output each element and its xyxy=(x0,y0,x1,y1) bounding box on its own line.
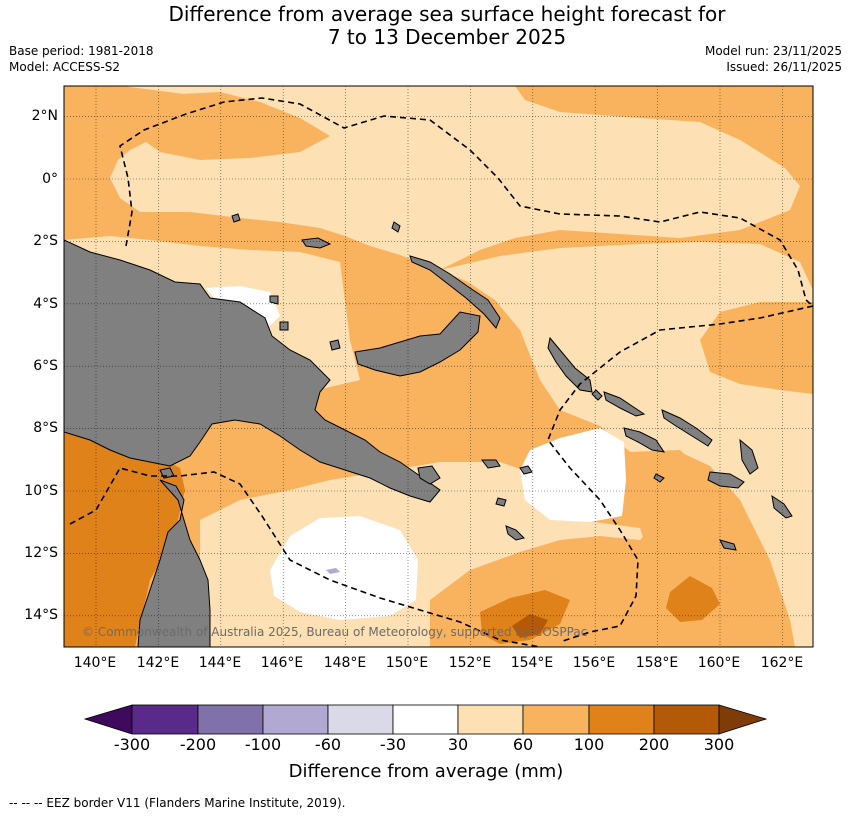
rennell-island xyxy=(653,473,665,483)
eez-border-png-australia xyxy=(69,467,541,647)
colorbar-segment xyxy=(131,704,199,735)
makira-land xyxy=(707,471,745,489)
lon-label: 154°E xyxy=(510,655,554,671)
colorbar-segment xyxy=(457,704,524,735)
colorbar-segment xyxy=(653,704,720,735)
anomaly-100-200-gulf-of-carpentaria xyxy=(64,432,185,647)
colorbar-segment xyxy=(392,704,459,735)
new-britain-land xyxy=(354,311,481,377)
model-name: Model: ACCESS-S2 xyxy=(9,60,121,74)
wuvulu-island xyxy=(231,213,241,223)
lat-label: 12°S xyxy=(24,545,58,561)
lon-label: 156°E xyxy=(572,655,616,671)
colorbar-segment xyxy=(522,704,590,735)
lat-label: 6°S xyxy=(33,358,58,374)
colorbar-tick-label: 200 xyxy=(638,735,670,754)
colorbar-tick-label: 300 xyxy=(703,735,735,754)
karkar-island xyxy=(269,295,279,305)
eez-border-png-fsm xyxy=(119,97,813,307)
colorbar-segment xyxy=(262,704,329,735)
bougainville-land xyxy=(547,336,593,393)
lon-label: 158°E xyxy=(635,655,679,671)
model-run: Model run: 23/11/2025 xyxy=(704,44,842,58)
base-info: Base period: 1981-2018 Model: ACCESS-S2 xyxy=(9,43,154,75)
anomaly-100-200-east-patch xyxy=(666,576,720,622)
trobriand-islands xyxy=(481,459,501,469)
mussau-island xyxy=(391,221,401,233)
lon-label: 140°E xyxy=(73,655,117,671)
map-frame xyxy=(63,85,814,648)
umboi-island xyxy=(329,339,341,351)
title-line-1: Difference from average sea surface heig… xyxy=(168,2,726,26)
colorbar-tick-label: -300 xyxy=(113,735,151,754)
anomaly-60-100-north-blob xyxy=(128,92,330,160)
lat-label: 2°N xyxy=(31,108,58,124)
copyright-notice: © Commonwealth of Australia 2025, Bureau… xyxy=(82,625,588,639)
colorbar-extend-min xyxy=(83,704,133,735)
santa-cruz-islands xyxy=(719,539,737,551)
lat-label: 2°S xyxy=(33,233,58,249)
colorbar-tick-label: -30 xyxy=(379,735,407,754)
colorbar-tick-label: -60 xyxy=(314,735,342,754)
anomaly-neutral-coral-sea xyxy=(270,516,418,620)
new-ireland-land xyxy=(409,255,501,329)
shortland-island xyxy=(591,389,603,401)
lon-label: 142°E xyxy=(136,655,180,671)
woodlark-island xyxy=(519,465,533,475)
bismarck-sea-islands xyxy=(279,321,289,331)
eez-footnote: -- -- -- EEZ border V11 (Flanders Marine… xyxy=(9,796,346,810)
base-period: Base period: 1981-2018 xyxy=(9,44,154,58)
anomaly-200-300-patch xyxy=(512,614,548,638)
colorbar-title: Difference from average (mm) xyxy=(288,761,564,782)
anomaly-30-60-east xyxy=(440,242,813,647)
colorbar-segment xyxy=(588,704,655,735)
title-line-2: 7 to 13 December 2025 xyxy=(327,25,567,49)
colorbar-tick-label: 100 xyxy=(573,735,605,754)
lon-label: 148°E xyxy=(323,655,367,671)
lon-label: 152°E xyxy=(448,655,492,671)
louisiade-archipelago xyxy=(505,525,525,541)
colorbar-tick-label: -100 xyxy=(244,735,282,754)
lat-label: 14°S xyxy=(24,607,58,623)
lat-label: 10°S xyxy=(24,483,58,499)
gridlines xyxy=(64,86,813,647)
vanuatu-north-land xyxy=(739,438,759,475)
misima-island xyxy=(495,497,507,507)
map-canvas xyxy=(64,86,813,647)
map-title: Difference from average sea surface heig… xyxy=(0,3,850,49)
colorbar-tick-label: 60 xyxy=(512,735,534,754)
vanuatu-south-land xyxy=(771,494,793,519)
eez-border-png-solomons xyxy=(547,305,813,643)
cape-york-land xyxy=(137,479,211,647)
colorbar-segment xyxy=(327,704,394,735)
lon-label: 146°E xyxy=(260,655,304,671)
lat-label: 8°S xyxy=(33,420,58,436)
colorbar-tick-label: 30 xyxy=(447,735,469,754)
colorbar-tick-label: -200 xyxy=(179,735,217,754)
lon-label: 144°E xyxy=(198,655,242,671)
manus-island xyxy=(301,237,332,249)
lon-label: 162°E xyxy=(760,655,804,671)
colorbar xyxy=(83,704,768,735)
lon-label: 150°E xyxy=(385,655,429,671)
solomon-islands-choiseul xyxy=(603,391,646,417)
dentrecasteaux-islands xyxy=(417,465,441,485)
lon-label: 160°E xyxy=(697,655,741,671)
colorbar-extend-max xyxy=(718,704,768,735)
lat-label: 0° xyxy=(42,171,58,187)
solomon-islands-guadalcanal xyxy=(623,427,666,453)
anomaly-100-200-south xyxy=(480,590,570,644)
anomaly-minus60-speck xyxy=(326,568,340,574)
lat-label: 4°S xyxy=(33,296,58,312)
solomon-islands-malaita xyxy=(661,409,713,447)
run-info: Model run: 23/11/2025 Issued: 26/11/2025 xyxy=(705,43,842,75)
colorbar-segment xyxy=(197,704,264,735)
issued-date: Issued: 26/11/2025 xyxy=(726,60,842,74)
